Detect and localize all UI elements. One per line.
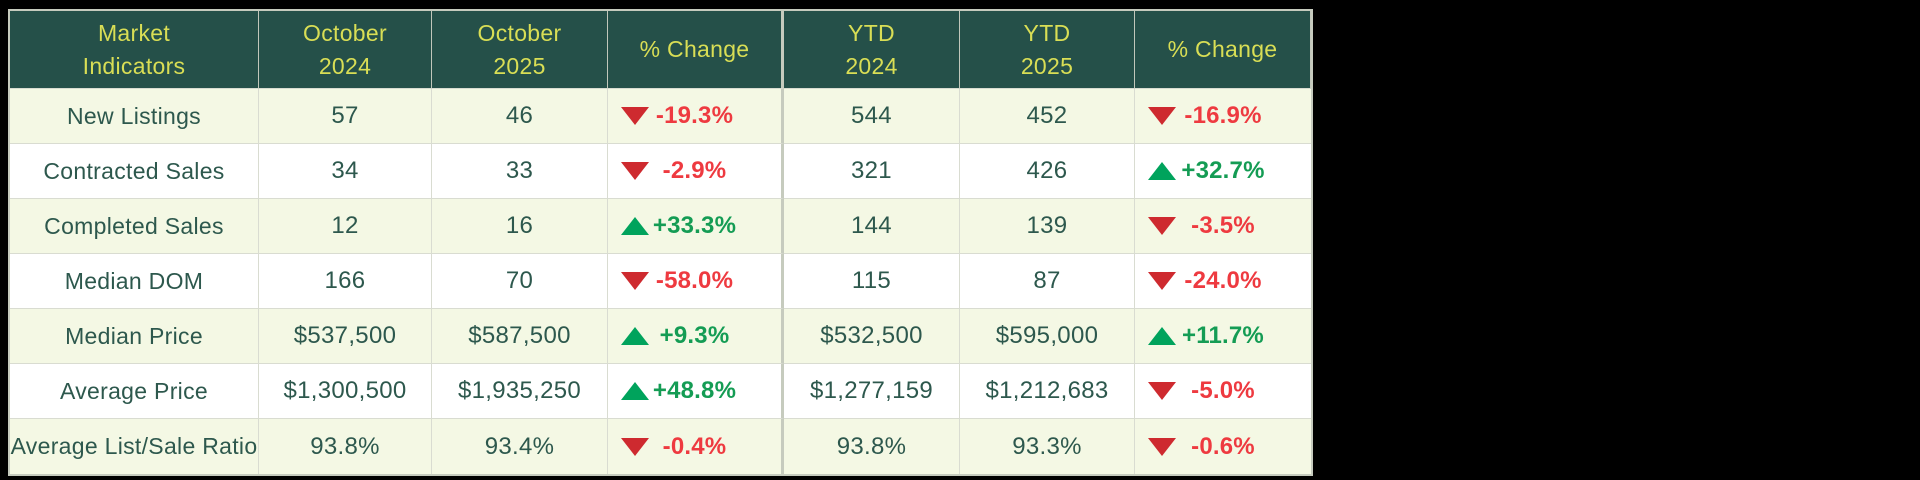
change-cell: -0.6% — [1135, 419, 1311, 474]
change-value: -0.6% — [1191, 432, 1255, 460]
col-header-october-2024: October 2024 — [259, 11, 432, 89]
row-label: Median DOM — [10, 254, 259, 309]
change-value: -58.0% — [655, 267, 734, 294]
value-cell: 46 — [432, 89, 608, 144]
row-label: Completed Sales — [10, 199, 259, 254]
header-line: % Change — [1167, 36, 1278, 63]
triangle-up-icon — [621, 382, 649, 400]
header-line: 2025 — [493, 52, 546, 79]
header-line: October — [303, 20, 387, 47]
col-header-october-2025: October 2025 — [432, 11, 608, 89]
change-value: -24.0% — [1184, 267, 1262, 294]
change-value: -3.5% — [1191, 212, 1255, 239]
value-cell: 93.8% — [259, 419, 432, 474]
value-cell: 544 — [784, 89, 960, 144]
value-cell: 115 — [784, 254, 960, 309]
row-label: New Listings — [10, 89, 259, 144]
triangle-down-icon — [621, 162, 649, 180]
triangle-down-icon — [1148, 437, 1176, 456]
value-cell: 426 — [960, 144, 1135, 199]
triangle-up-icon — [1148, 327, 1176, 345]
change-cell: -58.0% — [608, 254, 784, 309]
triangle-up-icon — [621, 217, 649, 235]
value-cell: 33 — [432, 144, 608, 199]
col-header-market-indicators: Market Indicators — [10, 11, 259, 89]
change-value: +48.8% — [652, 377, 737, 404]
value-cell: 16 — [432, 199, 608, 254]
header-line: October — [477, 20, 562, 47]
change-value: -0.4% — [662, 432, 727, 460]
change-value: -16.9% — [1184, 102, 1262, 129]
market-indicators-table: Market Indicators October 2024 October 2… — [8, 9, 1313, 476]
change-value: +11.7% — [1182, 322, 1264, 349]
header-line: Indicators — [82, 52, 186, 79]
value-cell: $537,500 — [259, 309, 432, 364]
triangle-up-icon — [1148, 162, 1176, 180]
header-line: % Change — [639, 36, 750, 63]
row-label: Median Price — [10, 309, 259, 364]
value-cell: $1,300,500 — [259, 364, 432, 419]
value-cell: 87 — [960, 254, 1135, 309]
value-cell: 12 — [259, 199, 432, 254]
header-line: Market — [97, 20, 171, 47]
triangle-down-icon — [621, 107, 649, 125]
triangle-down-icon — [621, 437, 649, 456]
change-cell: +48.8% — [608, 364, 784, 419]
header-line: YTD — [848, 20, 895, 47]
triangle-down-icon — [1148, 382, 1176, 400]
row-label: Average Price — [10, 364, 259, 419]
change-cell: +33.3% — [608, 199, 784, 254]
value-cell: $1,277,159 — [784, 364, 960, 419]
value-cell: $595,000 — [960, 309, 1135, 364]
value-cell: 166 — [259, 254, 432, 309]
header-line: 2024 — [845, 52, 898, 79]
value-cell: 452 — [960, 89, 1135, 144]
row-label: Contracted Sales — [10, 144, 259, 199]
change-cell: -16.9% — [1135, 89, 1311, 144]
change-cell: +11.7% — [1135, 309, 1311, 364]
value-cell: 93.8% — [784, 419, 960, 474]
change-value: -5.0% — [1191, 377, 1255, 404]
value-cell: $587,500 — [432, 309, 608, 364]
change-cell: +32.7% — [1135, 144, 1311, 199]
value-cell: $1,935,250 — [432, 364, 608, 419]
value-cell: 139 — [960, 199, 1135, 254]
change-cell: -0.4% — [608, 419, 784, 474]
change-cell: -2.9% — [608, 144, 784, 199]
value-cell: 93.3% — [960, 419, 1135, 474]
change-value: +32.7% — [1181, 157, 1265, 184]
value-cell: $532,500 — [784, 309, 960, 364]
value-cell: 70 — [432, 254, 608, 309]
triangle-up-icon — [621, 327, 649, 345]
change-value: -19.3% — [655, 102, 734, 129]
change-cell: -3.5% — [1135, 199, 1311, 254]
change-cell: -19.3% — [608, 89, 784, 144]
change-value: +9.3% — [659, 322, 730, 349]
triangle-down-icon — [621, 272, 649, 290]
value-cell: 34 — [259, 144, 432, 199]
value-cell: 57 — [259, 89, 432, 144]
value-cell: 144 — [784, 199, 960, 254]
triangle-down-icon — [1148, 107, 1176, 125]
header-line: YTD — [1023, 20, 1071, 47]
col-header-ytd-2024: YTD 2024 — [784, 11, 960, 89]
row-label: Average List/Sale Ratio — [10, 419, 259, 474]
header-line: 2024 — [318, 52, 372, 79]
col-header-pct-change-month: % Change — [608, 11, 784, 89]
change-value: -2.9% — [662, 157, 727, 184]
change-cell: -24.0% — [1135, 254, 1311, 309]
value-cell: 93.4% — [432, 419, 608, 474]
col-header-ytd-2025: YTD 2025 — [960, 11, 1135, 89]
value-cell: $1,212,683 — [960, 364, 1135, 419]
col-header-pct-change-ytd: % Change — [1135, 11, 1311, 89]
change-value: +33.3% — [652, 212, 737, 239]
header-line: 2025 — [1020, 52, 1074, 79]
value-cell: 321 — [784, 144, 960, 199]
triangle-down-icon — [1148, 272, 1176, 290]
change-cell: -5.0% — [1135, 364, 1311, 419]
change-cell: +9.3% — [608, 309, 784, 364]
triangle-down-icon — [1148, 217, 1176, 235]
